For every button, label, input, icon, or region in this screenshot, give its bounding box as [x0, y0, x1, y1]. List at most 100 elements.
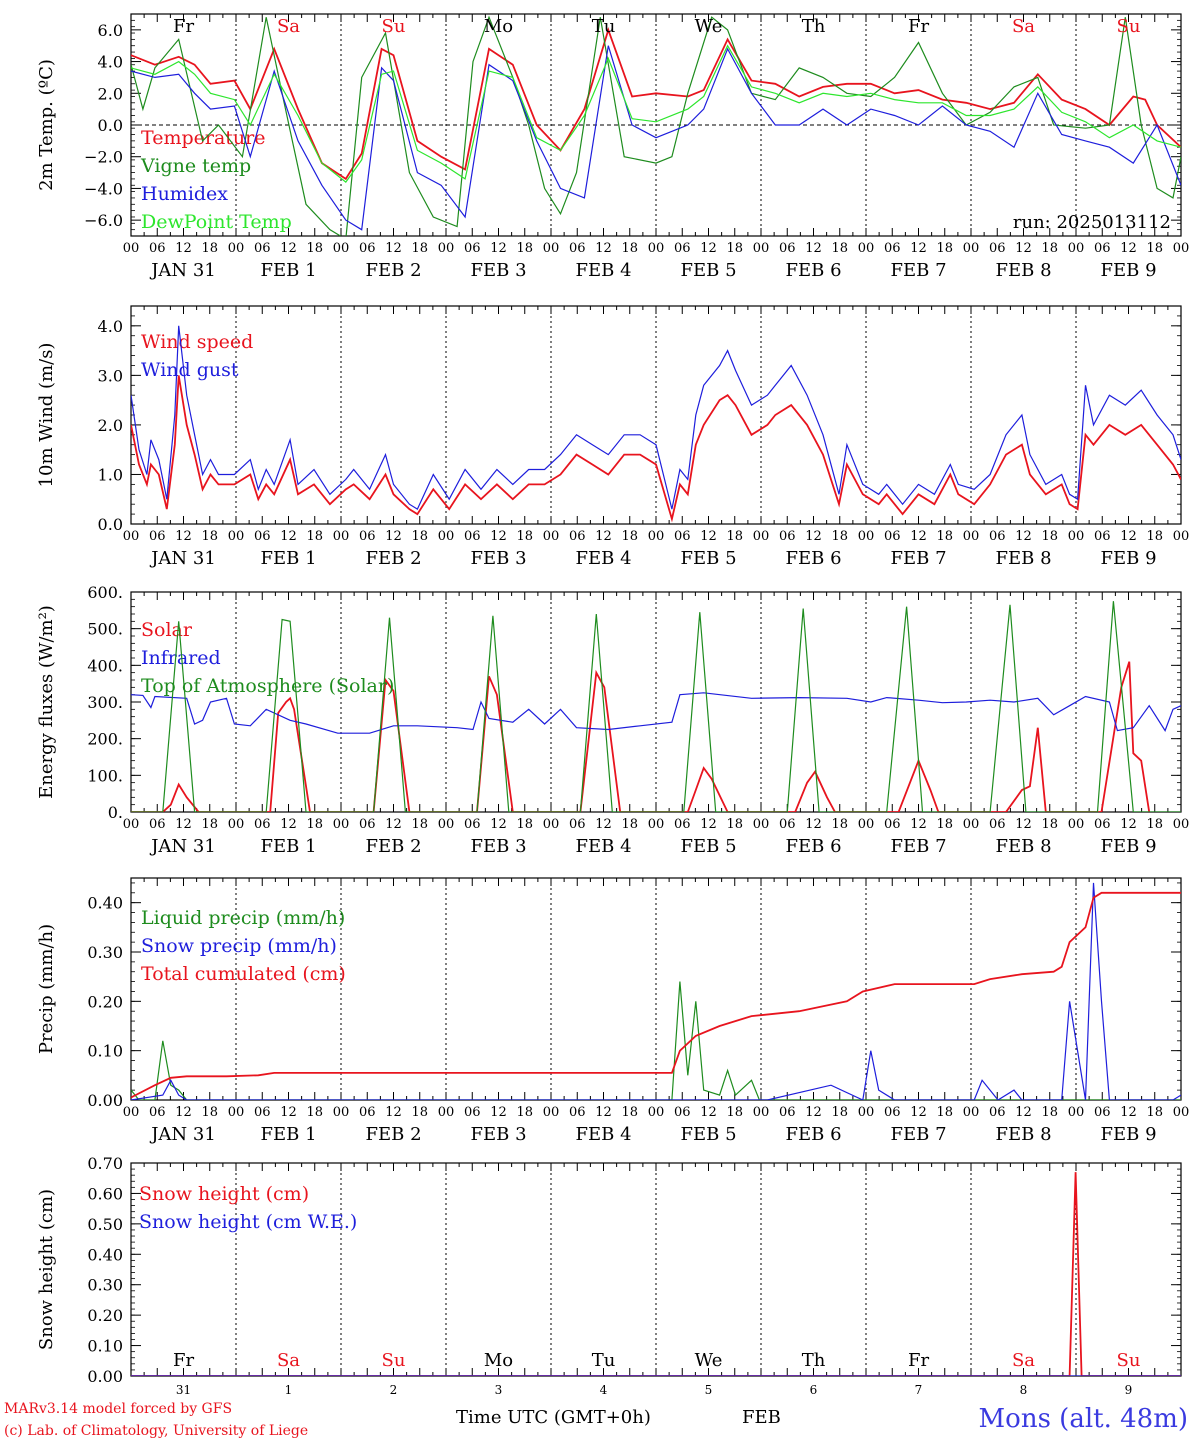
hour-label: 06 [149, 1105, 166, 1120]
hour-label: 18 [516, 529, 533, 544]
legend-energy-1: Infrared [141, 647, 221, 669]
legend-energy-0: Solar [141, 619, 193, 641]
series-energy-1 [131, 692, 1181, 734]
date-label: FEB 4 [575, 260, 631, 281]
legend-temp-1: Vigne temp [140, 155, 251, 177]
hour-label: 00 [333, 817, 350, 832]
date-label: FEB 5 [680, 260, 736, 281]
panel-precip: 0.00 0.10 0.20 0.30 0.40 Precip (mm/h) Liquid … [36, 877, 1190, 1145]
hour-label: 00 [543, 241, 560, 256]
hour-label: 18 [411, 817, 428, 832]
hour-label: 00 [753, 1105, 770, 1120]
date-label: FEB 4 [575, 548, 631, 569]
panels: 6.0 4.0 2.0 0.0 −2.0 −4.0 −6.0 2m Temp. (ºC) Tem… [36, 13, 1190, 1397]
hour-label: 06 [359, 241, 376, 256]
legend-precip-1: Snow precip (mm/h) [141, 935, 337, 957]
hour-label: 06 [779, 817, 796, 832]
hour-label: 00 [648, 1105, 665, 1120]
hour-label-final: 00 [1173, 1105, 1190, 1120]
date-label: FEB 8 [995, 836, 1051, 857]
hour-label: 18 [1146, 241, 1163, 256]
date-label: FEB 7 [890, 1124, 946, 1145]
month-label: FEB [742, 1407, 781, 1428]
series-temp-2 [131, 45, 1181, 231]
hour-label: 00 [438, 1105, 455, 1120]
legend-temp-0: Temperature [141, 127, 265, 149]
hour-label: 18 [726, 241, 743, 256]
day-name: Fr [173, 16, 194, 37]
y-tick-label: 0.30 [87, 943, 123, 962]
hour-label: 00 [228, 817, 245, 832]
hour-label: 00 [858, 529, 875, 544]
series-temp-1 [131, 15, 1181, 236]
legend-snow-1: Snow height (cm W.E.) [139, 1211, 357, 1233]
legend-wind-0: Wind speed [141, 331, 253, 353]
date-label: FEB 5 [680, 836, 736, 857]
day-name: Su [1117, 16, 1141, 37]
hour-label: 18 [621, 241, 638, 256]
hour-label: 00 [1068, 817, 1085, 832]
hour-label: 06 [569, 241, 586, 256]
hour-label: 06 [1094, 817, 1111, 832]
hour-label: 12 [175, 1105, 192, 1120]
date-label: FEB 1 [260, 1124, 316, 1145]
hour-label: 12 [805, 529, 822, 544]
hour-label: 18 [621, 1105, 638, 1120]
y-tick-label: 0.0 [98, 515, 123, 534]
legend-precip-0: Liquid precip (mm/h) [141, 907, 345, 929]
hour-label: 00 [963, 1105, 980, 1120]
date-label: FEB 8 [995, 1124, 1051, 1145]
hour-label-final: 00 [1173, 241, 1190, 256]
hour-label: 12 [175, 817, 192, 832]
date-label: FEB 7 [890, 260, 946, 281]
hour-label: 00 [228, 1105, 245, 1120]
hour-label: 12 [805, 817, 822, 832]
hour-label: 12 [490, 817, 507, 832]
y-tick-label: 0.00 [87, 1091, 123, 1110]
hour-label: 06 [149, 817, 166, 832]
hour-label: 00 [753, 241, 770, 256]
hour-label: 18 [306, 817, 323, 832]
hour-label: 06 [1094, 241, 1111, 256]
hour-label: 00 [123, 529, 140, 544]
hour-label: 06 [569, 817, 586, 832]
hour-label: 18 [831, 241, 848, 256]
y-tick-label: 0.20 [87, 1306, 123, 1325]
hour-label: 06 [779, 529, 796, 544]
day-name: Tu [592, 16, 616, 37]
hour-label: 06 [149, 529, 166, 544]
hour-label-final: 00 [1173, 817, 1190, 832]
hour-label: 06 [359, 529, 376, 544]
hour-label: 06 [464, 529, 481, 544]
hour-label: 06 [569, 1105, 586, 1120]
hour-label: 06 [464, 1105, 481, 1120]
hour-label: 18 [201, 817, 218, 832]
date-label: FEB 3 [470, 260, 526, 281]
hour-label: 12 [910, 1105, 927, 1120]
date-label: FEB 4 [575, 1124, 631, 1145]
hour-label: 12 [910, 817, 927, 832]
hour-label: 12 [280, 529, 297, 544]
series-energy-2 [131, 601, 1181, 812]
hour-label: 00 [648, 241, 665, 256]
hour-label: 18 [936, 817, 953, 832]
date-label: FEB 8 [995, 548, 1051, 569]
hour-label: 18 [306, 1105, 323, 1120]
hour-label: 12 [910, 529, 927, 544]
legend-temp-2: Humidex [141, 183, 228, 205]
y-tick-label: 100. [87, 766, 123, 785]
date-label: FEB 9 [1100, 548, 1156, 569]
hour-label: 12 [700, 241, 717, 256]
date-label: JAN 31 [149, 548, 216, 569]
day-name-bottom: Mo [484, 1350, 513, 1371]
y-tick-label: 0.30 [87, 1276, 123, 1295]
hour-label: 18 [621, 529, 638, 544]
y-tick-label: 600. [87, 583, 123, 602]
hour-label: 12 [175, 241, 192, 256]
hour-label: 18 [516, 1105, 533, 1120]
hour-label: 18 [1041, 1105, 1058, 1120]
legend-precip-2: Total cumulated (cm) [141, 963, 346, 985]
day-number: 7 [915, 1383, 923, 1397]
date-label: FEB 1 [260, 836, 316, 857]
